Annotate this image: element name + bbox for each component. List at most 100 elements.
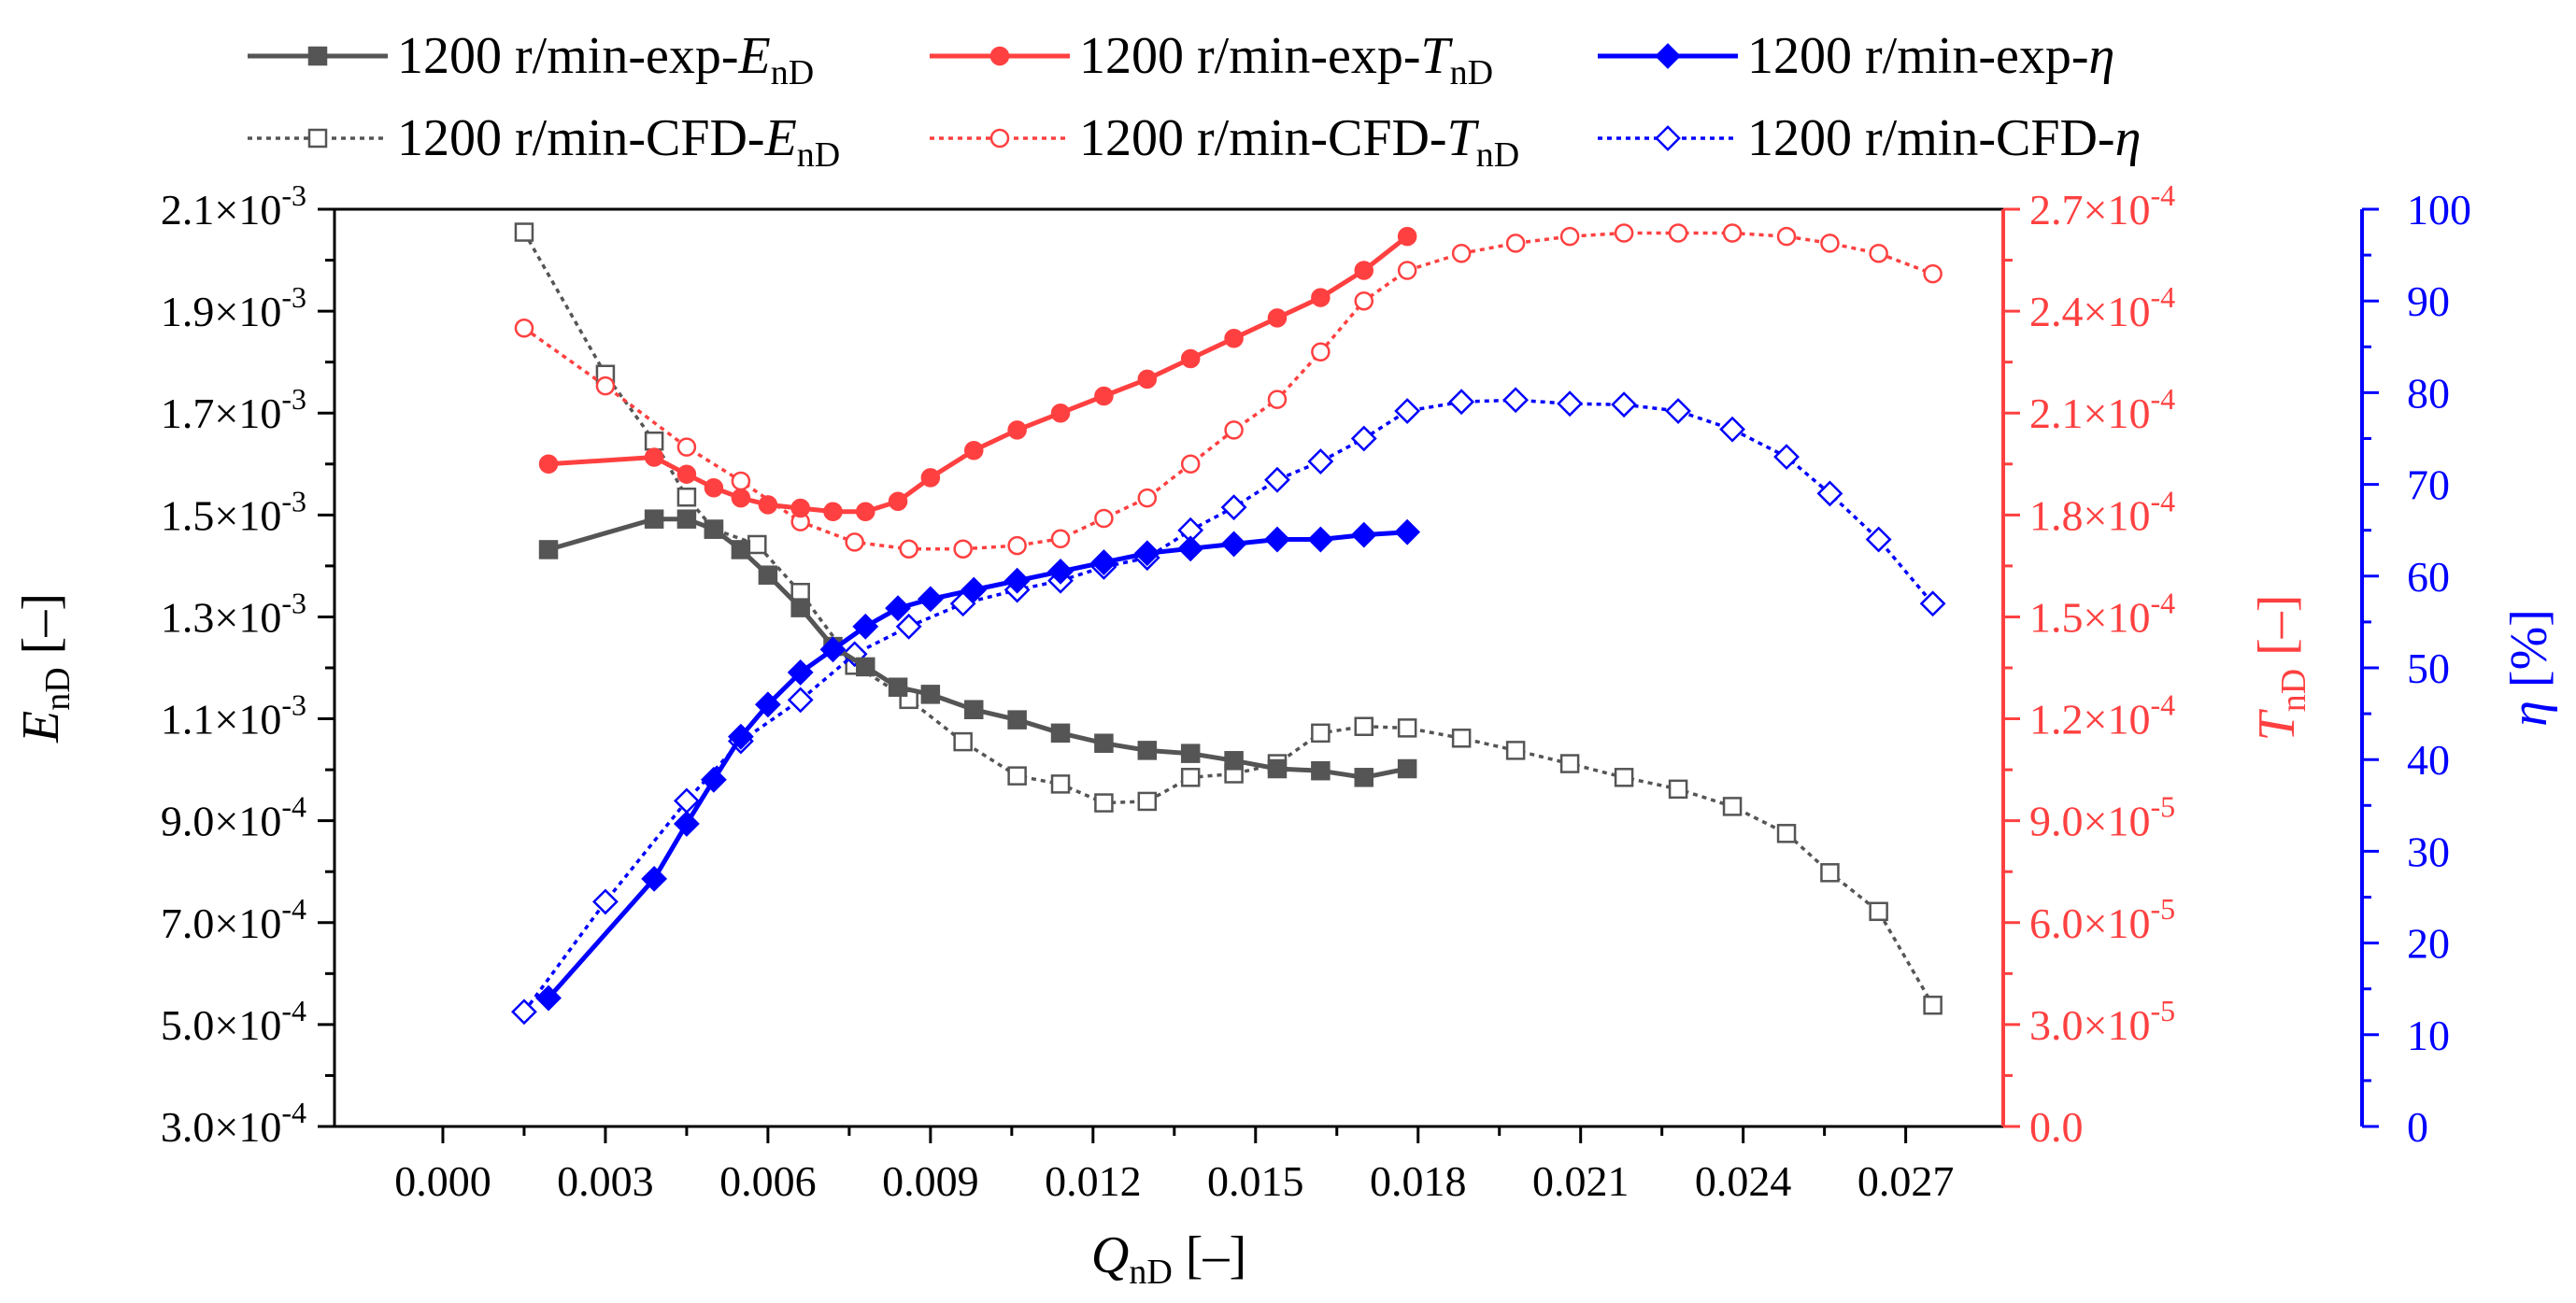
x-tick-label: 0.009 [882,1157,979,1205]
eta-tick-label: 40 [2407,736,2450,784]
x-tick-label: 0.003 [557,1157,654,1205]
data-point [1090,549,1117,575]
x-tick-label: 0.021 [1532,1157,1630,1205]
data-point [1224,751,1244,771]
legend-marker [307,128,328,149]
data-point [1094,508,1114,529]
data-point [592,888,619,915]
data-point [1133,540,1160,567]
eta-tick-label: 10 [2407,1012,2450,1059]
legend-marker [307,46,328,66]
data-point [1397,226,1417,247]
legend-item: 1200 r/min-exp-EnD [248,27,814,92]
data-point [758,565,778,585]
right-t-tick-label: 1.5×10-4 [2029,586,2175,641]
data-point [511,998,537,1026]
left-y-tick-label: 1.3×10-3 [161,586,306,641]
x-tick-label: 0.006 [719,1157,817,1205]
data-point [961,576,988,603]
data-point [514,319,534,338]
data-point [535,984,562,1012]
data-point [1865,526,1892,553]
series-2 [535,518,1421,1012]
right-t-tick-label: 2.7×10-4 [2029,178,2175,234]
legend-label: 1200 r/min-exp-TnD [1079,27,1493,92]
data-point [1923,995,1943,1015]
data-point [676,464,697,484]
data-point [731,540,751,559]
series-line [547,530,1408,1000]
legend-item: 1200 r/min-exp-η [1598,27,2114,85]
data-point [1397,718,1417,738]
data-point [1668,779,1688,800]
data-point [1050,774,1071,794]
data-point [1307,526,1334,553]
series-5 [511,387,1946,1026]
data-point [1559,754,1580,773]
data-point [1267,389,1288,409]
data-point [787,659,814,686]
data-point [1559,226,1580,247]
data-point [1923,263,1943,284]
series-line [548,517,1408,780]
data-point [1224,420,1244,440]
data-point [704,519,724,539]
legend-item: 1200 r/min-CFD-EnD [248,109,840,175]
data-point [1611,391,1638,418]
eta-tick-label: 60 [2407,553,2450,601]
data-point [538,454,559,474]
data-point [1354,261,1374,280]
left-y-tick-label: 5.0×10-4 [161,994,306,1049]
data-point [852,613,879,640]
data-point [787,687,814,714]
eta-tick-label: 20 [2407,920,2450,968]
legend: 1200 r/min-exp-EnD 1200 r/min-exp-TnD 1200… [248,27,2141,175]
data-point [1050,403,1071,423]
data-point [920,468,941,488]
data-point [727,723,754,750]
x-tick-label: 0.012 [1045,1157,1142,1205]
data-point [1267,308,1288,328]
data-point [758,495,778,515]
data-point [1180,348,1201,369]
series-line [522,231,1934,551]
data-point [790,498,810,518]
data-point [644,431,664,451]
legend-marker [989,46,1010,66]
left-y-tick-label: 1.7×10-3 [161,382,306,437]
data-point [1820,863,1840,883]
data-point [1773,444,1800,471]
legend-marker [989,128,1010,149]
axes-layer: 0.000 0.003 0.006 0.009 0.012 0.015 0.018 0.021… [12,178,2558,1292]
data-point [754,691,781,718]
data-point [1007,420,1027,440]
data-point [1311,723,1331,744]
data-point [1220,531,1247,558]
data-point [1614,768,1634,787]
data-point [1264,526,1290,553]
data-point [1354,716,1374,736]
series-1 [538,226,1417,521]
data-point [1776,226,1797,247]
right-t-tick-label: 3.0×10-5 [2029,994,2175,1049]
eta-tick-label: 80 [2407,369,2450,417]
data-point [1451,244,1472,263]
data-point [1137,488,1158,508]
data-point [1180,744,1201,763]
eta-tick-label: 90 [2407,277,2450,325]
data-point [700,766,727,793]
data-point [514,222,534,242]
series-line [548,234,1409,515]
data-point [1311,288,1331,307]
right-t-axis-title: TnD [–] [2248,595,2313,742]
series-4 [514,223,1943,559]
data-point [856,502,875,521]
left-y-tick-label: 7.0×10-4 [161,892,306,947]
series-layer [511,222,1946,1026]
data-point [1094,793,1114,813]
data-point [920,685,941,704]
data-point [1224,328,1244,348]
data-point [704,477,724,498]
data-point [1267,758,1288,779]
data-point [595,375,616,396]
